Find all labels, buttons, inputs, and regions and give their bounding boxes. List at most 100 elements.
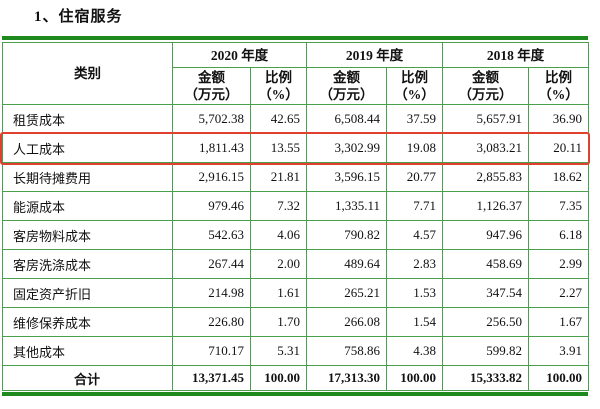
ratio-cell-2019: 1.53 [386, 278, 443, 308]
amount-cell-2019: 758.86 [306, 336, 387, 366]
ratio-cell-2019: 4.38 [386, 336, 443, 366]
row-category: 维修保养成本 [2, 307, 173, 337]
ratio-header-line2: （%） [394, 87, 435, 102]
amount-cell-2018: 2,855.83 [442, 162, 529, 192]
total-amount-2018: 15,333.82 [442, 365, 529, 391]
amount-cell-2018: 458.69 [442, 249, 529, 279]
ratio-cell-2020: 1.70 [250, 307, 307, 337]
table-footer: 合计 13,371.45 100.00 17,313.30 100.00 15,… [2, 365, 589, 391]
row-category: 租赁成本 [2, 104, 173, 134]
amount-cell-2019: 3,302.99 [306, 133, 387, 163]
amount-cell-2020: 214.98 [172, 278, 251, 308]
table-wrap: 类别 2020 年度 2019 年度 2018 年度 金额 （万元） 比例 （%… [0, 36, 590, 396]
ratio-cell-2018: 6.18 [528, 220, 589, 250]
ratio-cell-2019: 20.77 [386, 162, 443, 192]
ratio-header-2018: 比例 （%） [528, 67, 589, 105]
amount-cell-2020: 710.17 [172, 336, 251, 366]
year-header-2018: 2018 年度 [442, 42, 589, 68]
table-row: 固定资产折旧 214.98 1.61 265.21 1.53 347.54 2.… [2, 278, 589, 308]
total-amount-2020: 13,371.45 [172, 365, 251, 391]
amount-cell-2020: 2,916.15 [172, 162, 251, 192]
sub-header-row: 金额 （万元） 比例 （%） 金额 （万元） 比例 （%） [3, 67, 589, 105]
ratio-cell-2019: 2.83 [386, 249, 443, 279]
ratio-cell-2018: 20.11 [528, 133, 589, 163]
ratio-header-2019: 比例 （%） [386, 67, 443, 105]
ratio-cell-2018: 3.91 [528, 336, 589, 366]
page: 1、住宿服务 类别 2020 年度 2019 年度 2018 年度 金额 [0, 7, 600, 396]
ratio-cell-2018: 1.67 [528, 307, 589, 337]
amount-header-line1: 金额 [333, 70, 360, 85]
amount-cell-2019: 489.64 [306, 249, 387, 279]
ratio-cell-2020: 1.61 [250, 278, 307, 308]
ratio-cell-2018: 7.35 [528, 191, 589, 221]
amount-header-line1: 金额 [472, 70, 499, 85]
amount-cell-2018: 3,083.21 [442, 133, 529, 163]
row-category: 固定资产折旧 [2, 278, 173, 308]
ratio-cell-2019: 4.57 [386, 220, 443, 250]
amount-cell-2018: 5,657.91 [442, 104, 529, 134]
total-amount-2019: 17,313.30 [306, 365, 387, 391]
amount-cell-2019: 3,596.15 [306, 162, 387, 192]
bottom-rule [2, 392, 588, 396]
amount-header-2018: 金额 （万元） [442, 67, 529, 105]
row-category: 客房物料成本 [2, 220, 173, 250]
ratio-header-line2: （%） [538, 87, 579, 102]
top-rule [2, 36, 588, 40]
cost-table: 类别 2020 年度 2019 年度 2018 年度 金额 （万元） 比例 （%… [2, 42, 589, 391]
year-header-row: 类别 2020 年度 2019 年度 2018 年度 [2, 42, 589, 105]
amount-cell-2020: 542.63 [172, 220, 251, 250]
amount-cell-2018: 256.50 [442, 307, 529, 337]
ratio-cell-2020: 21.81 [250, 162, 307, 192]
amount-header-2019: 金额 （万元） [306, 67, 387, 105]
total-ratio-2019: 100.00 [386, 365, 443, 391]
amount-cell-2020: 1,811.43 [172, 133, 251, 163]
row-category: 客房洗涤成本 [2, 249, 173, 279]
ratio-cell-2018: 2.27 [528, 278, 589, 308]
amount-header-line2: （万元） [184, 87, 239, 102]
row-category: 能源成本 [2, 191, 173, 221]
ratio-cell-2018: 36.90 [528, 104, 589, 134]
ratio-header-2020: 比例 （%） [250, 67, 307, 105]
row-category: 人工成本 [2, 133, 173, 163]
ratio-cell-2020: 13.55 [250, 133, 307, 163]
ratio-cell-2019: 1.54 [386, 307, 443, 337]
page-title: 1、住宿服务 [34, 9, 123, 25]
amount-header-line1: 金额 [198, 70, 225, 85]
table-row: 客房洗涤成本 267.44 2.00 489.64 2.83 458.69 2.… [2, 249, 589, 279]
ratio-cell-2020: 5.31 [250, 336, 307, 366]
row-category: 其他成本 [2, 336, 173, 366]
total-ratio-2018: 100.00 [528, 365, 589, 391]
amount-cell-2019: 790.82 [306, 220, 387, 250]
ratio-cell-2018: 2.99 [528, 249, 589, 279]
amount-cell-2020: 267.44 [172, 249, 251, 279]
amount-cell-2019: 265.21 [306, 278, 387, 308]
amount-cell-2019: 1,335.11 [306, 191, 387, 221]
ratio-header-line1: 比例 [401, 70, 428, 85]
amount-cell-2018: 599.82 [442, 336, 529, 366]
total-row: 合计 13,371.45 100.00 17,313.30 100.00 15,… [2, 365, 589, 391]
table-row: 其他成本 710.17 5.31 758.86 4.38 599.82 3.91 [2, 336, 589, 366]
amount-cell-2018: 947.96 [442, 220, 529, 250]
total-ratio-2020: 100.00 [250, 365, 307, 391]
ratio-header-line1: 比例 [545, 70, 572, 85]
ratio-header-line2: （%） [258, 87, 299, 102]
amount-cell-2020: 5,702.38 [172, 104, 251, 134]
amount-cell-2018: 1,126.37 [442, 191, 529, 221]
ratio-cell-2018: 18.62 [528, 162, 589, 192]
table-row: 租赁成本 5,702.38 42.65 6,508.44 37.59 5,657… [2, 104, 589, 134]
year-header-2019: 2019 年度 [306, 42, 443, 68]
amount-cell-2018: 347.54 [442, 278, 529, 308]
amount-cell-2019: 6,508.44 [306, 104, 387, 134]
amount-header-2020: 金额 （万元） [172, 67, 251, 105]
table-row: 维修保养成本 226.80 1.70 266.08 1.54 256.50 1.… [2, 307, 589, 337]
ratio-cell-2020: 42.65 [250, 104, 307, 134]
amount-cell-2019: 266.08 [306, 307, 387, 337]
ratio-cell-2020: 7.32 [250, 191, 307, 221]
year-header-2020: 2020 年度 [172, 42, 307, 68]
ratio-cell-2020: 2.00 [250, 249, 307, 279]
table-row: 客房物料成本 542.63 4.06 790.82 4.57 947.96 6.… [2, 220, 589, 250]
table-row: 长期待摊费用 2,916.15 21.81 3,596.15 20.77 2,8… [2, 162, 589, 192]
table-body: 租赁成本 5,702.38 42.65 6,508.44 37.59 5,657… [2, 104, 589, 366]
table-row: 人工成本 1,811.43 13.55 3,302.99 19.08 3,083… [2, 133, 589, 163]
row-category: 长期待摊费用 [2, 162, 173, 192]
